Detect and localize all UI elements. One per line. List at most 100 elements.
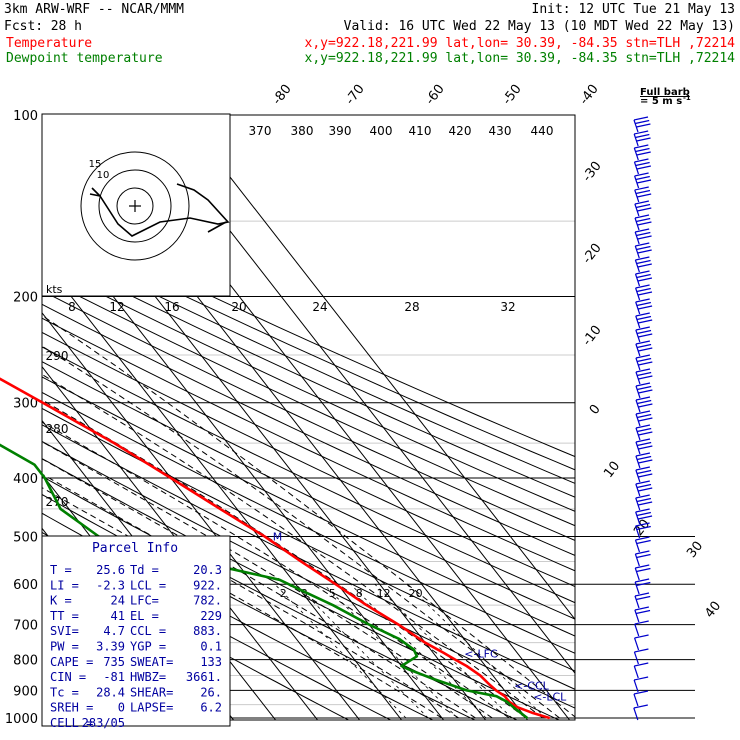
wind-barb-flag [636,469,652,475]
parcel-info-cell: SVI= [50,624,79,638]
dewpoint-point [506,701,508,703]
wind-barb-flag [634,158,649,163]
level-marker: <-LCL [533,691,567,704]
isotherm-line [42,258,403,720]
wind-barb-flag [635,466,651,471]
pressure-label-400: 400 [13,472,38,487]
wind-barb-flag [635,382,651,387]
wind-barb-flag [638,333,653,338]
wind-barb-flag [635,480,650,485]
moist-adiabat [42,399,527,719]
wind-barb-shaft [634,567,640,581]
mixing-ratio-label: 8 [356,587,363,600]
pressure-label-100: 100 [13,109,38,124]
speed-tick-label: 8 [68,300,76,314]
wind-barb-shaft [634,245,640,259]
pressure-label-300: 300 [13,397,38,412]
hodograph-speed-label: kts [46,283,63,296]
parcel-info-cell: 883. [193,624,222,638]
dewpoint-point [368,623,370,626]
dewpoint-point [495,695,498,697]
parcel-info-cell: 0.1 [200,640,222,654]
wind-barb-flag [637,441,652,447]
dry-adiabat [42,263,575,512]
wind-barb-flag [636,553,651,559]
wind-barb-shaft [635,469,641,483]
speed-tick-label: 24 [312,300,327,314]
wind-barb-flag [635,326,650,331]
theta-label: 380 [291,124,314,138]
wind-barb-column [633,116,653,721]
parcel-info-cell: CIN = [50,670,86,684]
mixing-ratio-labels: 2 3 5 8 12 20 [280,587,423,600]
parcel-info-cell: LFC= [130,594,159,608]
wind-barb-flag [634,606,649,611]
wind-barb-shaft [633,665,639,679]
mixing-ratio-label: 20 [409,587,423,600]
temperature-point [504,695,506,697]
temperature-point [454,658,457,661]
parcel-info-frame [41,535,231,727]
wind-barb-shaft [635,497,641,511]
mixing-ratio-line [406,583,547,719]
parcel-info-cell: 133 [200,655,222,669]
wind-barb-flag [636,539,651,545]
dry-adiabat [42,361,575,620]
wind-barb-flag [635,609,651,615]
wind-barb-flag [637,305,653,310]
parcel-info-cell: 6.2 [200,701,222,715]
isotherm-label: -30 [580,159,605,185]
temperature-point [479,674,482,677]
hodograph-trace-tail [91,187,227,233]
wind-barb-flag [638,389,653,394]
wind-barb-shaft [635,413,641,427]
wind-barb-shaft [635,329,641,343]
temperature-point [442,652,445,654]
temperature-point [465,665,468,667]
wind-barb-shaft [633,133,639,147]
wind-barb-flag [637,221,652,226]
mixing-ratio-label: 3 [301,587,308,600]
wind-barb-shaft [635,357,641,371]
parcel-info-cell: 3.39 [96,640,125,654]
wind-barb-flag [635,203,651,209]
parcel-info-panel: Parcel Info T = 25.6 Td = 20.3 LI = -2.3 LCL =… [41,535,231,730]
plot-frame [41,114,576,721]
hodograph-ring-15 [80,151,190,261]
wind-barb-flag [638,361,653,366]
wind-barb-flag [637,291,653,296]
parcel-info-cell: LCL = [130,578,166,592]
wind-barb-flag [636,497,652,503]
parcel-info-cell: T = [50,563,72,577]
dewpoint-point [407,668,409,670]
temperature-point [334,583,337,585]
wind-barb-shaft [634,595,640,609]
wind-barb-flag [638,403,653,408]
temperature-point [300,560,302,563]
wind-barb-flag [636,329,652,335]
wind-barb-shaft [635,399,641,413]
dewpoint-point [512,706,515,709]
wind-barb-shaft [634,273,641,287]
hodograph-ring-10 [98,169,172,243]
wind-barb-flag [635,133,650,139]
dry-adiabat [42,250,575,498]
dry-adiabat [42,346,575,604]
wind-barb-flag [638,473,653,478]
wind-barb-flag [634,172,649,177]
mixing-ratio-line [274,583,407,719]
wind-barb-flag [638,319,653,324]
theta-label: 390 [329,124,352,138]
temperature-point [516,706,519,709]
parcel-info-cell: HWBZ= [130,670,166,684]
dry-adiabat [42,303,575,556]
wind-barb-flag [635,175,650,181]
dry-adiabat [42,376,575,637]
wind-barb-flag [636,165,651,170]
wind-barb-flag [635,147,650,153]
dewpoint-point [305,592,308,594]
wind-barb-flag [636,567,651,573]
speed-tick-label: 16 [164,300,179,314]
